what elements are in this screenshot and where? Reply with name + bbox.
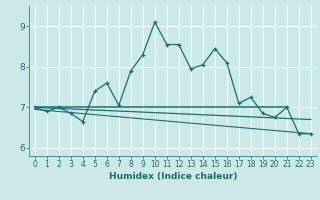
X-axis label: Humidex (Indice chaleur): Humidex (Indice chaleur) xyxy=(108,172,237,181)
